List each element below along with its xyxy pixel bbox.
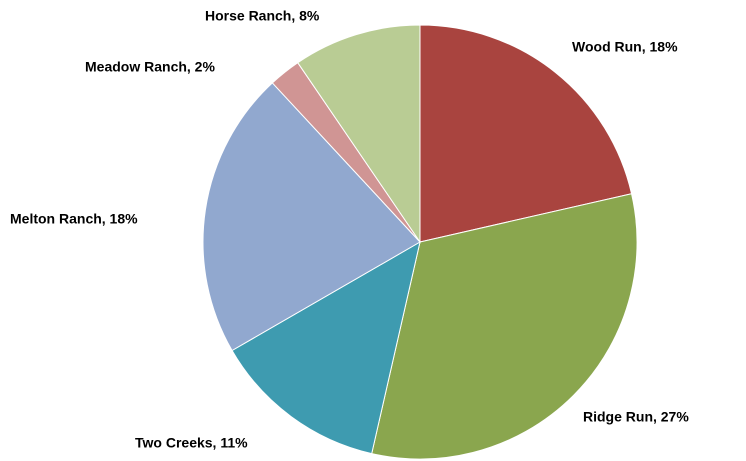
pie-slice	[371, 193, 638, 460]
pie-slice	[419, 24, 633, 243]
data-label: Two Creeks, 11%	[135, 435, 248, 451]
data-label: Horse Ranch, 8%	[205, 8, 320, 24]
pie-slice	[231, 240, 421, 455]
data-label: Melton Ranch, 18%	[10, 211, 138, 227]
pie-slice	[202, 82, 421, 352]
data-label: Ridge Run, 27%	[583, 409, 689, 425]
data-label: Meadow Ranch, 2%	[85, 59, 215, 75]
data-label: Wood Run, 18%	[572, 39, 678, 55]
pie-slice	[297, 24, 421, 244]
